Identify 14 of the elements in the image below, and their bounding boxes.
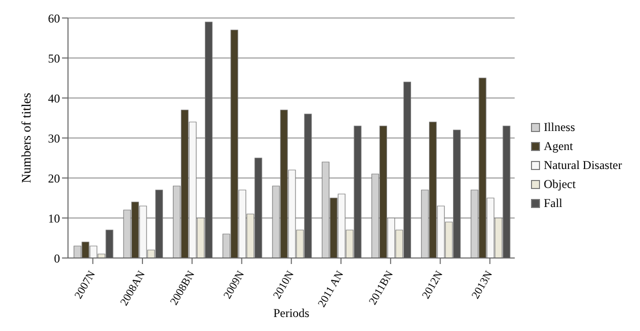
- y-tick-label: 40: [48, 91, 60, 106]
- legend-label: Illness: [544, 120, 576, 135]
- y-tick-label: 20: [48, 171, 60, 186]
- y-tick-label: 10: [48, 211, 60, 226]
- y-tick-label: 30: [48, 131, 60, 146]
- legend-label: Agent: [544, 139, 574, 154]
- legend-label: Fall: [544, 196, 562, 211]
- x-axis-title: Periods: [273, 306, 310, 320]
- legend-label: Object: [544, 177, 576, 192]
- y-tick-label: 50: [48, 51, 60, 66]
- y-tick-label: 0: [54, 251, 60, 266]
- legend-label: Natural Disaster: [544, 158, 622, 173]
- y-tick-label: 60: [48, 11, 60, 26]
- y-axis-title: Numbers of titles: [18, 92, 34, 184]
